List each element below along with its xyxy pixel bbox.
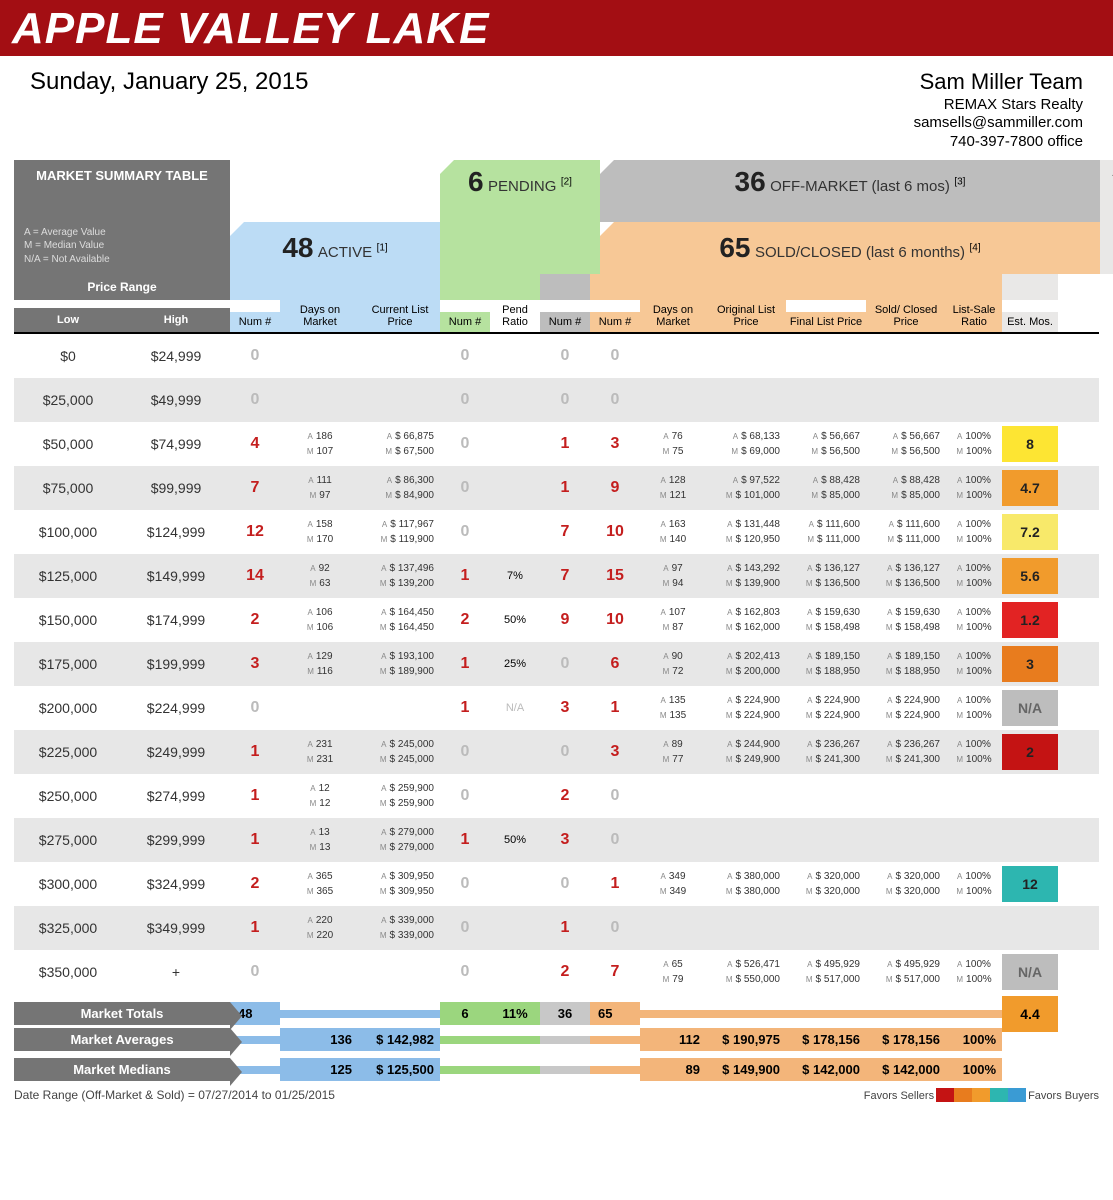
- col-low: Low: [14, 308, 122, 332]
- favor-swatch: [936, 1088, 954, 1102]
- column-headers: Price Range Low High Num # Days on Marke…: [14, 274, 1099, 334]
- col-flp: Final List Price: [786, 312, 866, 332]
- col-scp: Sold/ Closed Price: [866, 300, 946, 332]
- legend: A = Average Value M = Median Value N/A =…: [14, 222, 230, 274]
- table-row: $75,000 $99,999 7 A111M97 A$ 86,300M$ 84…: [14, 466, 1099, 510]
- table-row: $50,000 $74,999 4 A186M107 A$ 66,875M$ 6…: [14, 422, 1099, 466]
- contact-email: samsells@sammiller.com: [914, 114, 1083, 133]
- data-rows: $0 $24,999 0 0 0 0 $25,000 $49,999 0 0 0…: [14, 334, 1099, 994]
- header-top: MARKET SUMMARY TABLE 6 PENDING [2] 36 OF…: [14, 160, 1099, 222]
- mst-label: MARKET SUMMARY TABLE: [14, 160, 230, 222]
- report-date: Sunday, January 25, 2015: [30, 68, 308, 152]
- table-row: $175,000 $199,999 3 A129M116 A$ 193,100M…: [14, 642, 1099, 686]
- footer: Date Range (Off-Market & Sold) = 07/27/2…: [0, 1084, 1113, 1109]
- col-off-num: Num #: [540, 312, 590, 332]
- absorption-box: ABSORPTION RATE (months of inventory): [1100, 160, 1113, 222]
- col-olp: Original List Price: [706, 300, 786, 332]
- date-range: Date Range (Off-Market & Sold) = 07/27/2…: [14, 1088, 335, 1105]
- col-active-num: Num #: [230, 312, 280, 332]
- table-row: $200,000 $224,999 0 1 N/A 3 1 A135M135 A…: [14, 686, 1099, 730]
- contact-block: Sam Miller Team REMAX Stars Realty samse…: [914, 68, 1083, 152]
- table-row: $100,000 $124,999 12 A158M170 A$ 117,967…: [14, 510, 1099, 554]
- col-active-clp: Current List Price: [360, 300, 440, 332]
- table-row: $300,000 $324,999 2 A365M365 A$ 309,950M…: [14, 862, 1099, 906]
- favor-swatch: [972, 1088, 990, 1102]
- totals-row: Market Totals 48 6 11% 36 65 4.4: [14, 996, 1099, 1024]
- favors-legend: Favors Sellers Favors Buyers: [864, 1088, 1099, 1105]
- page-title: APPLE VALLEY LAKE: [12, 4, 1101, 54]
- contact-realty: REMAX Stars Realty: [914, 96, 1083, 115]
- medians-row: Market Medians 125 $ 125,500 89 $ 149,90…: [14, 1056, 1099, 1084]
- title-banner: APPLE VALLEY LAKE: [0, 0, 1113, 56]
- col-pend-ratio: Pend Ratio: [490, 300, 540, 332]
- col-active-dom: Days on Market: [280, 300, 360, 332]
- col-sold-num: Num #: [590, 312, 640, 332]
- table-row: $350,000 + 0 0 2 7 A65M79 A$ 526,471M$ 5…: [14, 950, 1099, 994]
- pending-box: 6 PENDING [2]: [440, 160, 600, 222]
- table-row: $325,000 $349,999 1 A220M220 A$ 339,000M…: [14, 906, 1099, 950]
- favor-swatch: [990, 1088, 1008, 1102]
- col-mos: Est. Mos.: [1002, 312, 1058, 332]
- favor-swatch: [954, 1088, 972, 1102]
- averages-row: Market Averages 136 $ 142,982 112 $ 190,…: [14, 1026, 1099, 1054]
- col-high: High: [122, 308, 230, 332]
- favor-swatch: [1008, 1088, 1026, 1102]
- table-row: $225,000 $249,999 1 A231M231 A$ 245,000M…: [14, 730, 1099, 774]
- col-sold-dom: Days on Market: [640, 300, 706, 332]
- subheader: Sunday, January 25, 2015 Sam Miller Team…: [0, 56, 1113, 160]
- contact-team: Sam Miller Team: [914, 68, 1083, 96]
- table-row: $125,000 $149,999 14 A92M63 A$ 137,496M$…: [14, 554, 1099, 598]
- offmarket-box: 36 OFF-MARKET (last 6 mos) [3]: [600, 160, 1100, 222]
- sold-box: 65 SOLD/CLOSED (last 6 months) [4]: [600, 222, 1100, 274]
- col-pend-num: Num #: [440, 312, 490, 332]
- table-row: $275,000 $299,999 1 A13M13 A$ 279,000M$ …: [14, 818, 1099, 862]
- table-row: $0 $24,999 0 0 0 0: [14, 334, 1099, 378]
- contact-phone: 740-397-7800 office: [914, 133, 1083, 152]
- table-row: $25,000 $49,999 0 0 0 0: [14, 378, 1099, 422]
- table-row: $250,000 $274,999 1 A12M12 A$ 259,900M$ …: [14, 774, 1099, 818]
- active-box: 48 ACTIVE [1]: [230, 222, 440, 274]
- col-lsr: List-Sale Ratio: [946, 300, 1002, 332]
- table-row: $150,000 $174,999 2 A106M106 A$ 164,450M…: [14, 598, 1099, 642]
